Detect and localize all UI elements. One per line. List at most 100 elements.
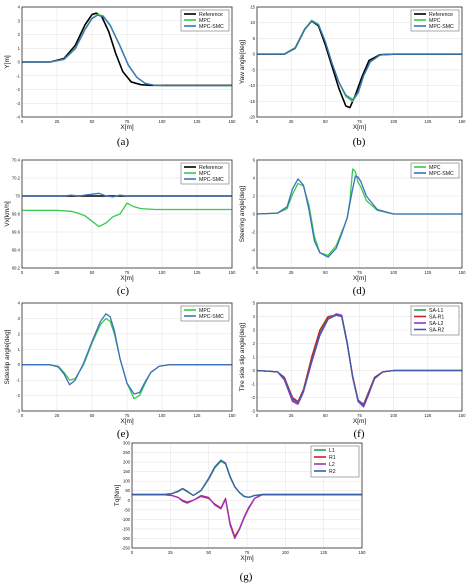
plot-border	[21, 302, 233, 412]
y-tick-label: -1	[251, 382, 255, 387]
y-tick-label: 0	[18, 60, 21, 65]
series-line-mpc-smc	[22, 313, 232, 395]
plot-border	[256, 6, 463, 118]
chart-panel-a: 0 25 50 75 100 125 150-4-3-2-101234ReferenceMP…	[4, 5, 236, 149]
panel-caption: (c)	[117, 285, 130, 297]
x-axis-label: X[m]	[353, 418, 367, 425]
y-axis-label: Y[m]	[4, 55, 11, 69]
panel-caption: (d)	[353, 285, 366, 297]
x-tick-label: 25	[55, 413, 60, 418]
x-tick-label: 0	[21, 119, 24, 124]
legend-label: MPC-SMC	[199, 314, 224, 320]
x-tick-label: 150	[229, 270, 237, 275]
y-tick-label: 1	[18, 46, 21, 51]
y-tick-label: -6	[251, 266, 255, 271]
y-tick-label: -2	[16, 87, 20, 92]
series-line-reference	[22, 12, 232, 87]
y-tick-label: 70.2	[12, 176, 21, 181]
legend-label: SA-R1	[429, 314, 444, 320]
x-tick-label: 100	[159, 119, 167, 124]
x-tick-label: 125	[194, 413, 202, 418]
y-tick-label: 3	[253, 328, 256, 333]
x-tick-label: 150	[459, 270, 467, 275]
y-tick-label: 4	[253, 176, 256, 181]
x-tick-label: 75	[125, 413, 130, 418]
y-tick-label: 0	[253, 52, 256, 57]
y-axis-label: Tire side slip angle[deg]	[239, 323, 246, 392]
y-tick-label: -15	[249, 99, 256, 104]
legend-label: R2	[329, 469, 336, 475]
x-axis-label: X[m]	[120, 124, 134, 131]
legend-label: SA-L1	[429, 308, 444, 314]
x-tick-label: 150	[229, 119, 237, 124]
legend-label: SA-R2	[429, 327, 444, 333]
y-tick-label: 69.4	[12, 248, 21, 253]
x-tick-label: 150	[359, 550, 367, 555]
y-tick-label: -3	[16, 409, 20, 414]
y-axis-label: Yaw angle[deg]	[239, 40, 246, 85]
x-axis-label: X[m]	[120, 275, 134, 282]
x-tick-label: 100	[159, 270, 167, 275]
x-tick-label: 125	[424, 119, 432, 124]
legend-label: MPC	[429, 165, 441, 171]
plot-border	[21, 159, 233, 269]
y-tick-label: 150	[123, 469, 131, 474]
y-tick-label: 5	[253, 36, 256, 41]
y-tick-label: 3	[18, 316, 21, 321]
x-tick-label: 50	[323, 119, 328, 124]
x-tick-label: 150	[459, 413, 467, 418]
y-axis-label: Sideslip angle[deg]	[4, 329, 11, 384]
x-tick-label: 25	[168, 550, 173, 555]
x-tick-label: 75	[125, 270, 130, 275]
y-tick-label: 2	[253, 194, 256, 199]
x-tick-label: 50	[90, 119, 95, 124]
panel-caption: (f)	[354, 428, 365, 440]
legend-label: SA-L2	[429, 321, 444, 327]
y-tick-label: 100	[123, 479, 131, 484]
y-tick-label: 4	[18, 301, 21, 306]
x-tick-label: 125	[194, 119, 202, 124]
legend-label: L2	[329, 462, 335, 468]
x-tick-label: 75	[357, 270, 362, 275]
y-tick-label: -250	[122, 546, 131, 551]
x-axis-label: X[m]	[120, 418, 134, 425]
y-tick-label: 70.4	[12, 158, 21, 163]
y-tick-label: -200	[122, 536, 131, 541]
x-tick-label: 75	[357, 413, 362, 418]
y-tick-label: 69.2	[12, 266, 21, 271]
y-tick-label: 4	[253, 314, 256, 319]
series-line-sa-r2	[256, 314, 462, 407]
series-line-mpc-smc	[257, 20, 462, 101]
x-tick-label: 100	[390, 270, 398, 275]
x-tick-label: 125	[424, 413, 432, 418]
y-tick-label: 70	[15, 194, 20, 199]
panel-caption: (g)	[240, 571, 253, 583]
y-tick-label: -10	[249, 83, 256, 88]
x-tick-label: 0	[21, 270, 24, 275]
chart-panel-f: 0 25 50 75 100 125 150-3-2-1012345SA-L1SA-R1SA…	[239, 301, 466, 441]
panel-caption: (b)	[353, 136, 366, 148]
x-tick-label: 50	[323, 270, 328, 275]
plot-border	[21, 6, 233, 118]
legend-label: Reference	[199, 12, 223, 18]
y-tick-label: 2	[18, 331, 21, 336]
y-tick-label: 0	[128, 498, 131, 503]
legend-box	[310, 445, 360, 478]
y-tick-label: 69.6	[12, 230, 21, 235]
chart-panel-b: 0 25 50 75 100 125 150 -20 -15 -10 -5 0 5 10 15 Referen…	[239, 5, 466, 149]
x-tick-label: 125	[424, 270, 432, 275]
y-tick-label: 15	[250, 5, 255, 10]
y-tick-label: 50	[125, 488, 130, 493]
x-tick-label: 150	[459, 119, 467, 124]
x-tick-label: 50	[323, 413, 328, 418]
y-tick-label: -2	[251, 230, 255, 235]
y-tick-label: -1	[16, 73, 20, 78]
x-tick-label: 25	[289, 413, 294, 418]
y-tick-label: -2	[16, 393, 20, 398]
